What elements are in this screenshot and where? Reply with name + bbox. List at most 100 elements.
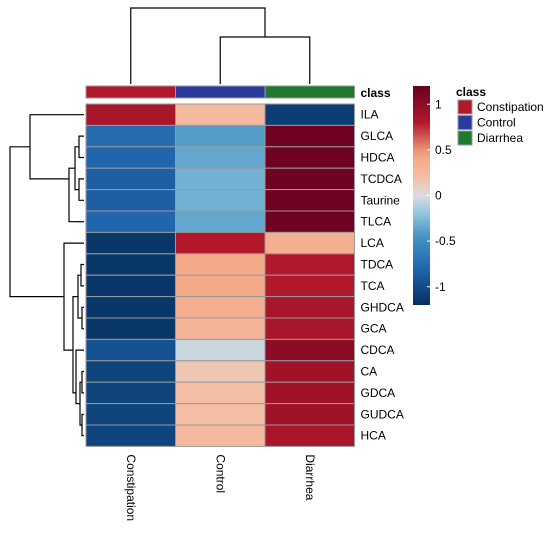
row-label: Taurine [361,193,401,207]
heatmap-cell [175,381,266,405]
heatmap-cell [85,103,176,126]
heatmap-cell [85,189,176,212]
heatmap-cell [175,360,266,383]
colorbar-tick-label: 0.5 [435,143,452,157]
legend-label: Control [477,116,516,130]
class-annotation-bar [85,85,355,99]
legend-label: Diarrhea [477,131,523,145]
dendrogram-branch [68,167,75,223]
row-dendrogram [9,114,84,437]
heatmap-cell [85,317,176,340]
heatmap-cell [85,274,176,298]
heatmap-cell [85,253,176,276]
colorbar-tick-label: 1 [435,97,442,111]
heatmap-cell [175,189,266,212]
column-labels: Constipation Control Diarrhea [124,454,317,521]
dendrogram-branch [78,178,84,201]
legend-swatch [457,99,473,115]
heatmap-cell [264,274,355,298]
heatmap-cells [85,103,355,447]
row-label: TDCA [361,258,394,272]
heatmap-cell [85,167,176,191]
column-label: Constipation [124,454,138,521]
heatmap-cell [85,231,176,255]
heatmap-cell [85,338,176,362]
row-label: TCDCA [361,172,402,186]
dendrogram-branch [75,349,84,405]
annotation-cell [264,85,355,99]
heatmap-cell [85,381,176,405]
heatmap-cell [175,231,266,255]
row-label: GHDCA [361,300,404,314]
heatmap-cell [264,317,355,340]
dendrogram-branch [130,7,266,84]
heatmap-cell [264,296,355,319]
row-label: CDCA [361,343,395,357]
heatmap-cell [175,253,266,276]
class-legend-title: class [456,85,486,99]
heatmap-cell [175,146,266,169]
heatmap-cell [264,124,355,148]
colorbar-gradient [413,86,430,305]
dendrogram-branch [81,370,84,394]
row-label: ILA [361,108,379,122]
heatmap-cell [175,210,266,233]
row-label: HCA [361,429,386,443]
colorbar: 1 0.5 0 -0.5 -1 [413,86,456,305]
heatmap-cell [264,381,355,405]
dendrogram-branch [219,36,311,84]
row-label: CA [361,365,378,379]
legend-swatch [457,115,473,130]
column-label: Control [213,454,227,493]
heatmap-cell [85,360,176,383]
heatmap-cell [175,274,266,298]
row-label: HDCA [361,151,395,165]
heatmap-cell [85,403,176,426]
dendrogram-branch [78,135,84,159]
heatmap-cell [264,210,355,233]
colorbar-tick-label: 0 [435,189,442,203]
heatmap-cell [175,167,266,191]
heatmap-cell [85,424,176,447]
heatmap-cell [85,124,176,148]
heatmap-cell [264,189,355,212]
heatmap-cell [264,424,355,447]
heatmap-cell [264,231,355,255]
heatmap-cell [175,296,266,319]
heatmap-cell [175,403,266,426]
annotation-cell [175,85,266,99]
dendrogram-branch [9,146,64,298]
heatmap-cell [264,338,355,362]
row-labels: ILA GLCA HDCA TCDCA Taurine TLCA LCA TDCA TCA GHD… [361,108,404,443]
legend-swatch [457,130,473,146]
heatmap-cell [175,317,266,340]
heatmap-cell [264,360,355,383]
heatmap-cell [264,103,355,126]
row-label: LCA [361,236,384,250]
heatmap-cell [264,403,355,426]
row-label: GDCA [361,386,396,400]
annotation-cell [85,85,176,99]
heatmap-cell [264,146,355,169]
dendrogram-branch [81,306,84,330]
dendrogram-branch [72,296,78,394]
heatmap-cell [175,124,266,148]
dendrogram-branch [81,413,84,437]
dendrogram-branch [80,263,84,287]
heatmap-cell [175,338,266,362]
colorbar-tick-label: -1 [435,280,446,294]
legend-label: Constipation [477,100,544,114]
row-label: GCA [361,322,387,336]
heatmap-cell [175,424,266,447]
heatmap-cell [85,146,176,169]
heatmap-cell [85,296,176,319]
heatmap-cell [264,253,355,276]
column-dendrogram [130,7,311,84]
row-label: TCA [361,279,385,293]
heatmap-cell [175,103,266,126]
heatmap-cell [85,210,176,233]
row-label: GUDCA [361,407,404,421]
heatmap-cell [264,167,355,191]
row-label: GLCA [361,129,394,143]
